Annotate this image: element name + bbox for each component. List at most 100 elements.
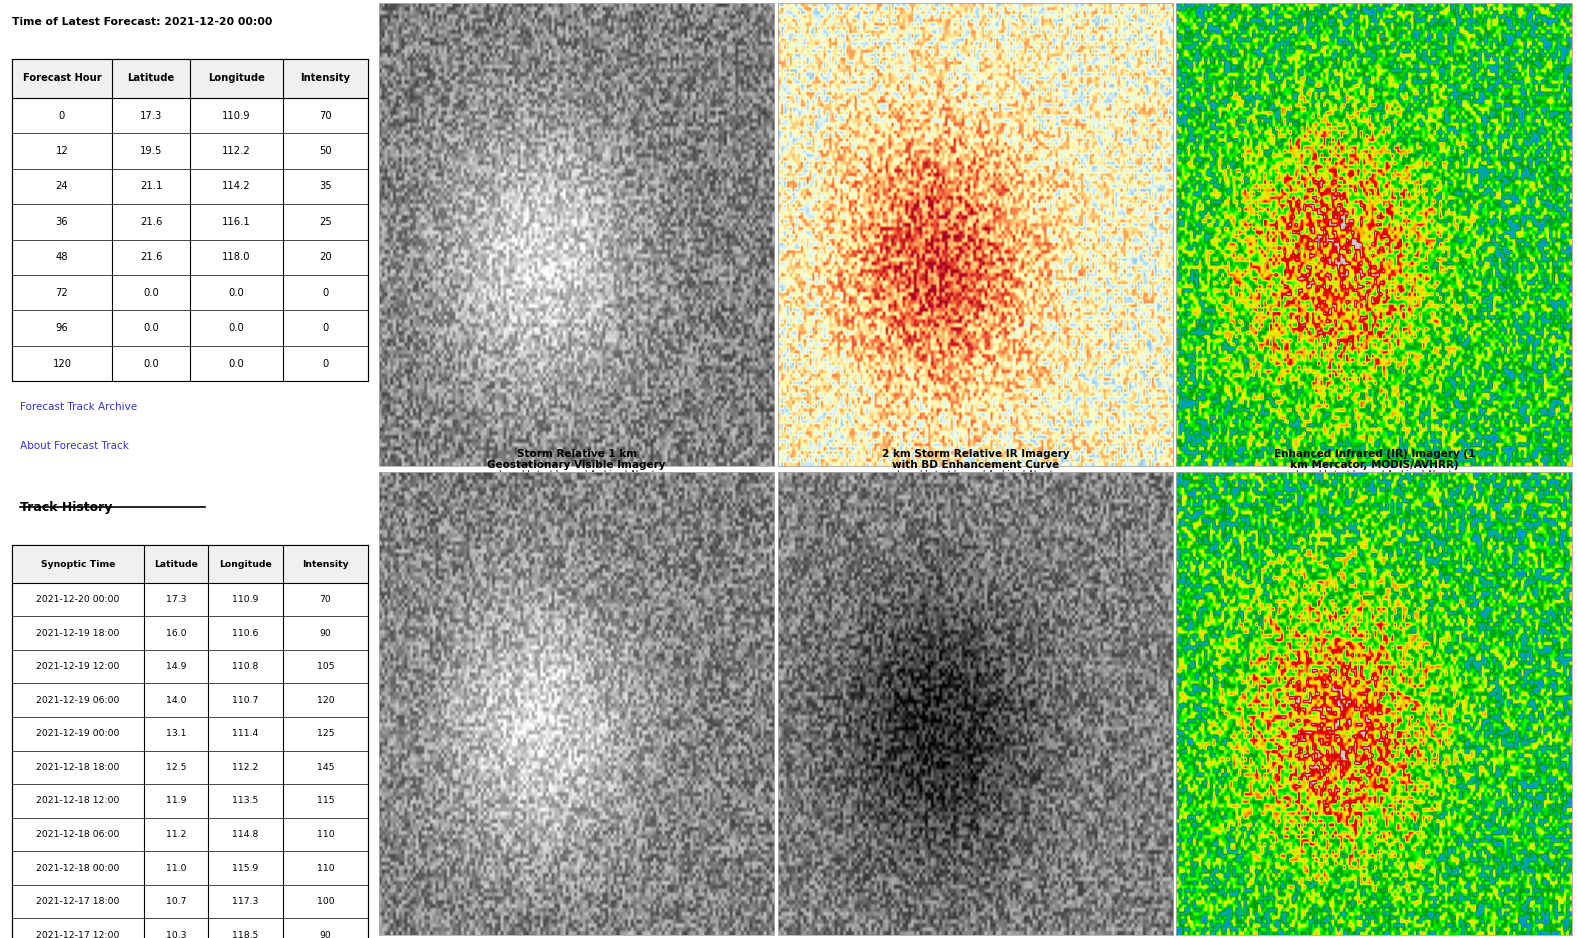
Text: Intensity: Intensity: [303, 560, 349, 568]
Text: About Forecast Track: About Forecast Track: [19, 441, 128, 451]
Text: 11.0: 11.0: [166, 864, 186, 872]
Text: 90: 90: [320, 930, 331, 938]
Text: 115.9: 115.9: [232, 864, 259, 872]
Text: 115: 115: [317, 796, 334, 806]
Text: 0.0: 0.0: [229, 324, 244, 333]
Text: 125: 125: [317, 729, 334, 738]
Text: Synoptic Time: Synoptic Time: [41, 560, 115, 568]
Text: 14.9: 14.9: [166, 662, 186, 672]
Text: 0.0: 0.0: [144, 358, 159, 369]
Text: Longitude: Longitude: [219, 560, 271, 568]
Text: 25: 25: [319, 217, 331, 227]
Text: Track History: Track History: [19, 501, 112, 514]
Bar: [282, 546, 367, 582]
Text: 12: 12: [55, 146, 68, 156]
Text: 12.5: 12.5: [166, 763, 186, 772]
Text: 72: 72: [55, 288, 68, 297]
Text: 113.5: 113.5: [232, 796, 259, 806]
Bar: [112, 59, 191, 98]
Text: Latitude: Latitude: [155, 560, 197, 568]
Text: 2021-12-18 00:00: 2021-12-18 00:00: [36, 864, 120, 872]
Text: 19.5: 19.5: [140, 146, 162, 156]
Text: 2021-12-17 12:00: 2021-12-17 12:00: [36, 930, 120, 938]
Title: Storm Relative 1 km
Geostationary Visible Imagery: Storm Relative 1 km Geostationary Visibl…: [487, 448, 665, 470]
Text: 118.5: 118.5: [232, 930, 259, 938]
Text: 116.1: 116.1: [222, 217, 251, 227]
Text: 118.0: 118.0: [222, 252, 251, 263]
Text: 21.6: 21.6: [140, 252, 162, 263]
Bar: [144, 546, 208, 582]
X-axis label: Loop | Latest Image | Archive | About
Time of Latest Image: 2021-12-19 22:26: Loop | Latest Image | Archive | About Ti…: [891, 470, 1060, 489]
Text: 17.3: 17.3: [140, 111, 162, 121]
Title: 2 km Storm Relative IR Imagery
with BD Enhancement Curve: 2 km Storm Relative IR Imagery with BD E…: [882, 448, 1069, 470]
Text: 112.2: 112.2: [232, 763, 259, 772]
Text: 70: 70: [320, 595, 331, 604]
Text: 110.6: 110.6: [232, 628, 259, 638]
Text: 21.6: 21.6: [140, 217, 162, 227]
Text: 16.0: 16.0: [166, 628, 186, 638]
Text: 110.7: 110.7: [232, 696, 259, 704]
Text: Time of Latest Forecast: 2021-12-20 00:00: Time of Latest Forecast: 2021-12-20 00:0…: [13, 17, 273, 27]
Bar: [13, 546, 367, 938]
Text: 120: 120: [317, 696, 334, 704]
Text: 0: 0: [322, 358, 328, 369]
Bar: [13, 546, 144, 582]
Text: 0: 0: [322, 288, 328, 297]
Text: 0.0: 0.0: [229, 358, 244, 369]
Text: 24: 24: [55, 181, 68, 191]
Text: 0: 0: [58, 111, 65, 121]
Text: 10.3: 10.3: [166, 930, 186, 938]
Text: 114.8: 114.8: [232, 830, 259, 839]
Text: 2021-12-19 18:00: 2021-12-19 18:00: [36, 628, 120, 638]
Bar: [191, 59, 282, 98]
Text: 2021-12-20 00:00: 2021-12-20 00:00: [36, 595, 120, 604]
Text: 2021-12-17 18:00: 2021-12-17 18:00: [36, 897, 120, 906]
Text: 21.1: 21.1: [140, 181, 162, 191]
Text: 2021-12-19 12:00: 2021-12-19 12:00: [36, 662, 120, 672]
Text: 13.1: 13.1: [166, 729, 186, 738]
Text: 50: 50: [319, 146, 331, 156]
Text: Longitude: Longitude: [208, 73, 265, 83]
Bar: [208, 546, 282, 582]
Text: 90: 90: [320, 628, 331, 638]
Text: 145: 145: [317, 763, 334, 772]
X-axis label: Loop | Latest Image | Archive | About
Time of Latest Image: 2021-12-19 13:00: Loop | Latest Image | Archive | About Ti…: [1290, 470, 1459, 489]
Text: 0.0: 0.0: [144, 288, 159, 297]
Text: 100: 100: [317, 897, 334, 906]
Text: 0.0: 0.0: [229, 288, 244, 297]
Text: 0.0: 0.0: [144, 324, 159, 333]
Bar: [282, 59, 367, 98]
Text: 2021-12-18 12:00: 2021-12-18 12:00: [36, 796, 120, 806]
Text: 110.9: 110.9: [232, 595, 259, 604]
Text: 117.3: 117.3: [232, 897, 259, 906]
X-axis label: Loop | Latest Image | Archive | About
Time of Latest Image: 2021-12-20 01:50: Loop | Latest Image | Archive | About Ti…: [492, 470, 661, 489]
Text: 14.0: 14.0: [166, 696, 186, 704]
Text: 112.2: 112.2: [222, 146, 251, 156]
Text: 96: 96: [55, 324, 68, 333]
Text: 110: 110: [317, 830, 334, 839]
Text: 120: 120: [52, 358, 71, 369]
Text: 0: 0: [322, 324, 328, 333]
Text: 35: 35: [319, 181, 331, 191]
Text: 10.7: 10.7: [166, 897, 186, 906]
Text: 2021-12-19 06:00: 2021-12-19 06:00: [36, 696, 120, 704]
Text: 48: 48: [55, 252, 68, 263]
Text: 11.9: 11.9: [166, 796, 186, 806]
Bar: [13, 59, 367, 382]
Text: 2021-12-19 00:00: 2021-12-19 00:00: [36, 729, 120, 738]
Text: 11.2: 11.2: [166, 830, 186, 839]
Text: 20: 20: [319, 252, 331, 263]
Text: Latitude: Latitude: [128, 73, 175, 83]
Text: 2021-12-18 06:00: 2021-12-18 06:00: [36, 830, 120, 839]
Text: 114.2: 114.2: [222, 181, 251, 191]
Text: Forecast Hour: Forecast Hour: [22, 73, 101, 83]
Title: Enhanced Infrared (IR) Imagery (1
km Mercator, MODIS/AVHRR): Enhanced Infrared (IR) Imagery (1 km Mer…: [1274, 448, 1474, 470]
Text: Intensity: Intensity: [301, 73, 350, 83]
Text: 111.4: 111.4: [232, 729, 259, 738]
Text: 2021-12-18 18:00: 2021-12-18 18:00: [36, 763, 120, 772]
Text: 110.9: 110.9: [222, 111, 251, 121]
Text: Forecast Track Archive: Forecast Track Archive: [19, 401, 137, 412]
Text: 70: 70: [319, 111, 331, 121]
Text: 110: 110: [317, 864, 334, 872]
Text: 105: 105: [317, 662, 334, 672]
